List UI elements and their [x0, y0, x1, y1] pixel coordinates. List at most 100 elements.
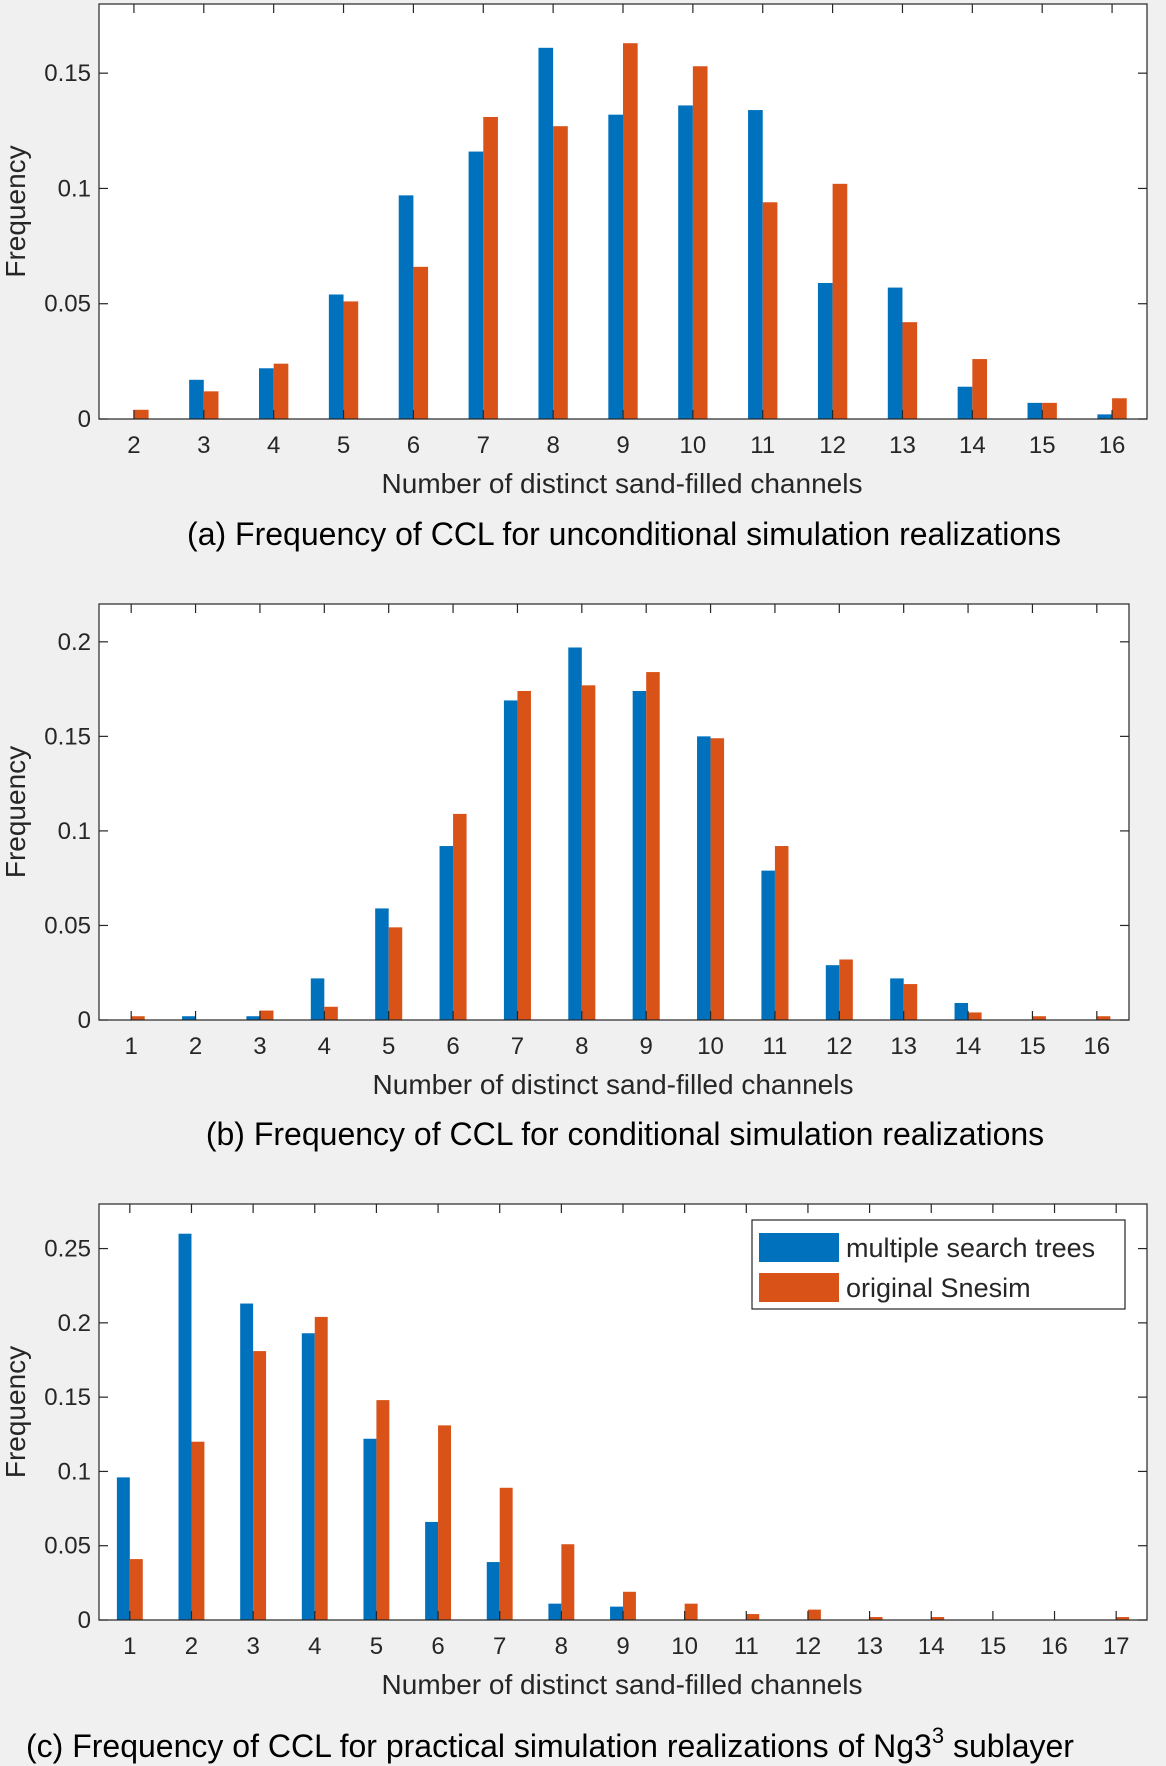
x-tick-label: 16 [1099, 432, 1126, 459]
x-tick-label: 2 [127, 432, 140, 459]
x-tick-label: 1 [125, 1033, 138, 1060]
bar-series1-17 [1116, 1617, 1130, 1620]
bar-series0-9 [608, 114, 623, 420]
x-tick-label: 5 [337, 432, 350, 459]
x-tick-label: 7 [493, 1633, 506, 1660]
bar-series0-15 [1027, 402, 1043, 419]
bar-series0-3 [189, 379, 204, 419]
bar-series0-6 [439, 846, 454, 1020]
bar-series0-3 [246, 1016, 260, 1020]
y-tick-label: 0.15 [44, 1384, 91, 1411]
bar-series1-1 [131, 1016, 145, 1020]
bar-series0-8 [548, 1603, 562, 1620]
x-tick-label: 11 [750, 432, 775, 459]
bar-series0-13 [887, 287, 903, 419]
x-tick-label: 16 [1041, 1633, 1068, 1660]
bar-series0-10 [697, 736, 711, 1020]
bar-series1-2 [133, 409, 149, 419]
bar-series1-3 [253, 1351, 267, 1620]
bar-series1-8 [581, 685, 596, 1020]
x-tick-label: 3 [253, 1033, 266, 1060]
caption-c-superscript: 3 [932, 1723, 944, 1748]
legend-swatch-0 [759, 1233, 839, 1262]
y-tick-label: 0.15 [44, 60, 91, 87]
bar-series1-10 [692, 66, 708, 419]
bar-series1-12 [839, 959, 853, 1020]
bar-series0-4 [301, 1333, 315, 1620]
x-tick-label: 9 [616, 1633, 629, 1660]
x-tick-label: 9 [616, 432, 629, 459]
y-tick-label: 0 [78, 406, 91, 433]
bar-series0-8 [568, 647, 582, 1020]
bar-series0-5 [363, 1438, 377, 1620]
x-tick-label: 10 [671, 1633, 698, 1660]
y-tick-label: 0.05 [44, 291, 91, 318]
bar-series1-15 [1042, 402, 1057, 419]
x-tick-label: 13 [890, 1033, 917, 1060]
legend-swatch-1 [759, 1273, 839, 1302]
x-tick-label: 15 [1019, 1033, 1046, 1060]
bar-series1-8 [553, 126, 568, 419]
bar-series1-6 [413, 266, 429, 419]
bar-series1-1 [129, 1559, 143, 1620]
bar-series0-1 [116, 1477, 130, 1620]
bar-series0-4 [310, 978, 325, 1020]
bar-series1-4 [314, 1316, 328, 1620]
x-tick-label: 8 [555, 1633, 568, 1660]
bar-series1-10 [710, 738, 725, 1020]
bar-series0-4 [258, 368, 274, 419]
bar-series0-7 [503, 700, 518, 1020]
bar-series1-9 [646, 672, 660, 1020]
bar-series0-14 [954, 1002, 969, 1020]
bar-series1-13 [902, 322, 918, 419]
bar-series1-3 [259, 1010, 274, 1020]
bar-series0-5 [328, 294, 344, 419]
x-tick-label: 14 [918, 1633, 945, 1660]
y-tick-label: 0.05 [44, 912, 91, 939]
x-tick-label: 11 [762, 1033, 787, 1060]
panel-a: 2 3 4 5 6 7 8 9 10 11 12 13 14 15 16 0 0.05 0.1 0.15 Number… [0, 3, 1148, 499]
x-tick-label: 6 [431, 1633, 444, 1660]
caption-c-tail: sublayer [944, 1728, 1074, 1764]
y-tick-label: 0.15 [44, 723, 91, 750]
caption-a: (a) Frequency of CCL for unconditional s… [187, 516, 1061, 552]
x-tick-label: 1 [123, 1633, 136, 1660]
x-tick-label: 17 [1103, 1633, 1130, 1660]
bar-series1-9 [623, 43, 638, 419]
panel-c: 1 2 3 4 5 6 7 8 9 10 11 12 13 14 15 16 1700.050.10.150.2… [0, 1203, 1148, 1700]
x-tick-label: 4 [318, 1033, 331, 1060]
bar-series0-6 [398, 195, 414, 419]
x-tick-label: 10 [680, 432, 707, 459]
bar-series1-14 [968, 1012, 982, 1020]
y-tick-label: 0.1 [58, 1458, 91, 1485]
bar-series0-12 [817, 282, 833, 419]
bar-series1-14 [931, 1617, 945, 1620]
axes-frame [98, 603, 1130, 1021]
x-tick-label: 13 [889, 432, 916, 459]
x-tick-label: 7 [511, 1033, 524, 1060]
x-tick-label: 11 [734, 1633, 759, 1660]
y-tick-label: 0 [78, 1607, 91, 1634]
x-tick-label: 12 [826, 1033, 853, 1060]
x-tick-label: 2 [189, 1033, 202, 1060]
x-tick-label: 14 [955, 1033, 982, 1060]
bar-series1-14 [972, 359, 988, 419]
x-tick-label: 9 [640, 1033, 653, 1060]
panel-b: 1 2 3 4 5 6 7 8 9 10 11 12 13 14 15 1600.050.10.150.2Nu… [0, 603, 1130, 1100]
bar-series1-9 [623, 1591, 636, 1620]
plot-area [99, 604, 1129, 1020]
x-axis-label: Number of distinct sand-filled channels [373, 1069, 854, 1100]
x-tick-label: 2 [185, 1633, 198, 1660]
x-tick-label: 13 [856, 1633, 883, 1660]
bar-series1-16 [1112, 398, 1127, 419]
y-tick-label: 0.1 [58, 175, 91, 202]
bar-series0-7 [468, 151, 484, 420]
y-tick-label: 0.1 [58, 818, 91, 845]
x-tick-label: 6 [407, 432, 420, 459]
bar-series0-16 [1097, 414, 1113, 419]
x-tick-label: 8 [575, 1033, 588, 1060]
legend: multiple search trees original Snesim [751, 1219, 1126, 1310]
bar-series1-12 [807, 1609, 821, 1620]
bar-series1-5 [376, 1400, 390, 1620]
